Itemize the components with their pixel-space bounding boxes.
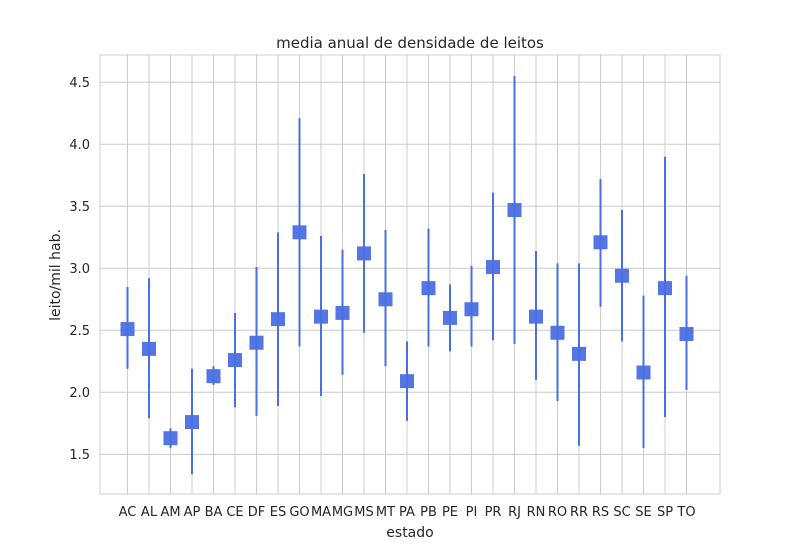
x-tick-label: SC — [613, 505, 630, 520]
x-tick-label: DF — [248, 505, 266, 520]
data-point-marker — [464, 302, 479, 317]
x-tick-label: MA — [311, 505, 331, 520]
data-point-marker — [421, 281, 436, 296]
data-point-marker — [679, 327, 694, 342]
x-ticks: AC AL AM AP BA CE DF ES GO MA MG MS MT PA PB PE PI PR RJ RN… — [119, 505, 696, 520]
data-point-marker — [658, 281, 672, 296]
chart-title: media anual de densidade de leitos — [276, 34, 544, 52]
y-tick-label: 4.5 — [69, 76, 90, 91]
x-tick-label: SE — [635, 505, 651, 520]
x-tick-label: MS — [354, 505, 373, 520]
data-point-marker — [357, 246, 371, 261]
x-tick-label: PE — [442, 505, 458, 520]
y-tick-label: 2.5 — [69, 324, 90, 339]
x-tick-label: RS — [592, 505, 609, 520]
data-point-marker — [163, 431, 178, 446]
data-point-marker — [249, 335, 264, 350]
data-point-marker — [615, 268, 629, 283]
x-tick-label: PR — [485, 505, 502, 520]
data-point-marker — [550, 325, 565, 340]
x-axis-label: estado — [386, 525, 433, 541]
data-point-marker — [378, 292, 393, 307]
data-point-marker — [142, 341, 156, 356]
data-point-marker — [443, 310, 457, 325]
data-point-marker — [314, 309, 328, 324]
x-tick-label: PA — [399, 505, 415, 520]
x-tick-label: ES — [270, 505, 286, 520]
x-tick-label: PB — [420, 505, 437, 520]
data-point-marker — [572, 346, 586, 361]
data-point-marker — [206, 369, 221, 384]
y-tick-label: 3.0 — [69, 262, 90, 277]
data-point-marker — [636, 365, 651, 380]
data-point-marker — [120, 322, 135, 337]
x-tick-label: SP — [657, 505, 673, 520]
x-tick-label: GO — [289, 505, 309, 520]
x-tick-label: RO — [548, 505, 567, 520]
x-tick-label: BA — [205, 505, 223, 520]
data-marks — [120, 76, 694, 475]
x-tick-label: TO — [676, 505, 695, 520]
y-tick-label: 4.0 — [69, 138, 90, 153]
x-tick-label: CE — [226, 505, 243, 520]
x-tick-label: MG — [332, 505, 353, 520]
x-tick-label: MT — [376, 505, 395, 520]
y-axis-label: leito/mil hab. — [48, 229, 64, 321]
x-tick-label: RR — [570, 505, 588, 520]
data-point-marker — [292, 225, 307, 240]
data-point-marker — [507, 203, 522, 218]
x-tick-label: AL — [141, 505, 158, 520]
data-point-marker — [271, 312, 285, 327]
x-tick-label: AP — [184, 505, 201, 520]
x-tick-label: PI — [466, 505, 478, 520]
x-tick-label: RN — [527, 505, 546, 520]
data-point-marker — [486, 260, 500, 275]
y-tick-label: 1.5 — [69, 448, 90, 463]
y-tick-label: 2.0 — [69, 386, 90, 401]
x-tick-label: AM — [160, 505, 180, 520]
data-point-marker — [400, 374, 414, 389]
x-tick-label: RJ — [508, 505, 521, 520]
y-tick-label: 3.5 — [69, 200, 90, 215]
x-tick-label: AC — [119, 505, 137, 520]
data-point-marker — [529, 309, 543, 324]
y-ticks: 1.5 2.0 2.5 3.0 3.5 4.0 4.5 — [69, 76, 90, 463]
data-point-marker — [593, 235, 608, 250]
data-point-marker — [228, 353, 242, 368]
data-point-marker — [335, 305, 350, 320]
data-point-marker — [185, 415, 199, 430]
